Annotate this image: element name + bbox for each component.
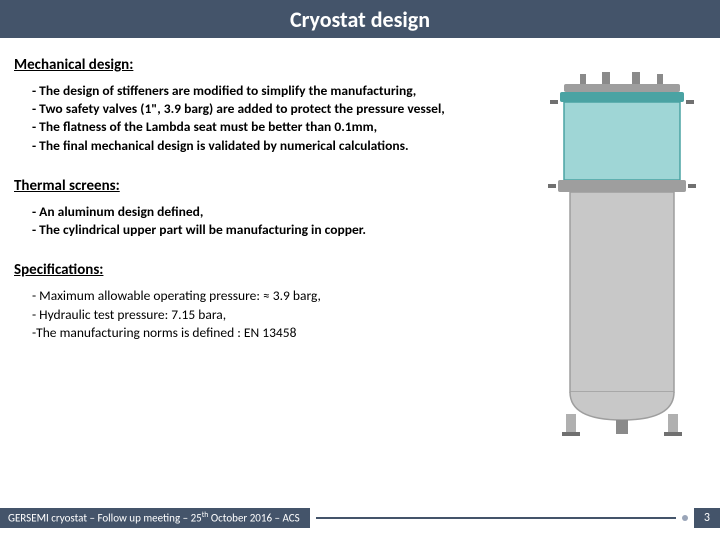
top-fitting (602, 72, 610, 84)
bullets-specs: - Maximum allowable operating pressure: … (32, 287, 524, 342)
side-bolt (688, 184, 696, 188)
section-specs: Specifications: - Maximum allowable oper… (14, 261, 524, 342)
content-area: Mechanical design: - The design of stiff… (14, 56, 524, 364)
bullet: - The final mechanical design is validat… (32, 137, 524, 155)
side-bolt (686, 100, 694, 104)
top-fitting (657, 74, 663, 84)
bullets-thermal: - An aluminum design defined, - The cyli… (32, 203, 524, 239)
footer-line (316, 517, 676, 519)
lower-body (570, 192, 674, 392)
bullet: - An aluminum design defined, (32, 203, 524, 221)
footer-dot-icon (682, 515, 688, 521)
top-fitting (632, 72, 640, 84)
bullet: - The flatness of the Lambda seat must b… (32, 118, 524, 136)
upper-flange (560, 92, 684, 102)
footer: GERSEMI cryostat – Follow up meeting – 2… (0, 508, 720, 528)
title-bar: Cryostat design (0, 0, 720, 38)
mid-flange (558, 180, 686, 192)
footer-suffix: October 2016 – ACS (208, 512, 299, 525)
foot-left (566, 414, 576, 434)
top-fitting (580, 74, 586, 84)
foot-base (664, 432, 682, 436)
cryostat-diagram (542, 72, 702, 442)
footer-prefix: GERSEMI cryostat – Follow up meeting – 2… (8, 512, 202, 525)
bullet: - Maximum allowable operating pressure: … (32, 287, 524, 305)
footer-text: GERSEMI cryostat – Follow up meeting – 2… (0, 508, 310, 528)
slide-title: Cryostat design (290, 6, 430, 33)
bullet: - Two safety valves (1", 3.9 barg) are a… (32, 100, 524, 118)
heading-mechanical: Mechanical design: (14, 56, 524, 74)
section-thermal: Thermal screens: - An aluminum design de… (14, 177, 524, 239)
bullets-mechanical: - The design of stiffeners are modified … (32, 82, 524, 155)
top-lid (564, 84, 680, 92)
upper-body (564, 102, 680, 180)
section-mechanical: Mechanical design: - The design of stiff… (14, 56, 524, 155)
foot-base (562, 432, 580, 436)
heading-thermal: Thermal screens: (14, 177, 524, 195)
bullet: - Hydraulic test pressure: 7.15 bara, (32, 306, 524, 324)
cryostat-svg (542, 72, 702, 442)
slide: Cryostat design Mechanical design: - The… (0, 0, 720, 540)
bottom-nozzle (616, 420, 628, 434)
heading-specs: Specifications: (14, 261, 524, 279)
page-number: 3 (694, 508, 720, 528)
bullet: - The cylindrical upper part will be man… (32, 221, 524, 239)
side-bolt (548, 184, 556, 188)
bullet: -The manufacturing norms is defined : EN… (32, 324, 524, 342)
side-bolt (550, 100, 558, 104)
bullet: - The design of stiffeners are modified … (32, 82, 524, 100)
foot-right (668, 414, 678, 434)
bottom-dome (570, 392, 674, 420)
